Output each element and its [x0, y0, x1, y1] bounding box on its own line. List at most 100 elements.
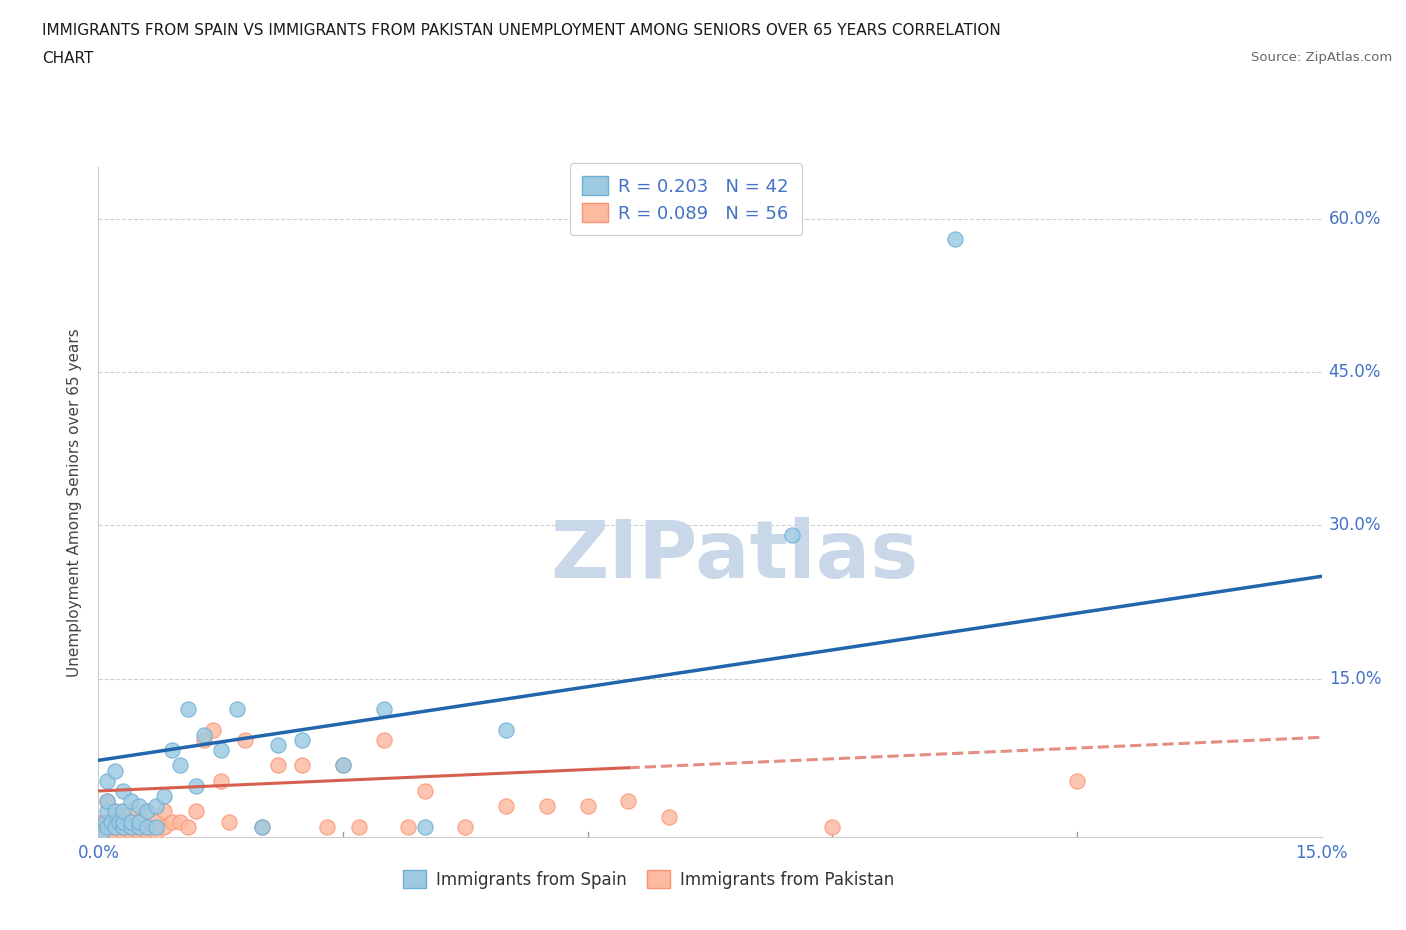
Point: [96, 819, 118, 834]
Point: [128, 819, 150, 834]
Point: [396, 819, 419, 834]
Point: [536, 799, 558, 814]
Point: [104, 819, 127, 834]
Point: [94, 819, 117, 834]
Point: [413, 784, 436, 799]
Point: [617, 794, 640, 809]
Point: [128, 799, 150, 814]
Point: [96, 794, 118, 809]
Point: [96, 825, 118, 840]
Text: Source: ZipAtlas.com: Source: ZipAtlas.com: [1251, 51, 1392, 64]
Point: [780, 528, 803, 543]
Point: [120, 815, 142, 830]
Text: CHART: CHART: [42, 51, 94, 66]
Point: [128, 815, 150, 830]
Point: [136, 819, 159, 834]
Point: [120, 819, 142, 834]
Y-axis label: Unemployment Among Seniors over 65 years: Unemployment Among Seniors over 65 years: [67, 328, 83, 677]
Point: [108, 815, 131, 830]
Point: [1066, 774, 1088, 789]
Point: [145, 819, 167, 834]
Point: [218, 815, 240, 830]
Point: [186, 778, 208, 793]
Point: [136, 804, 159, 819]
Point: [413, 819, 436, 834]
Point: [193, 727, 215, 742]
Point: [209, 743, 232, 758]
Point: [160, 743, 183, 758]
Point: [96, 815, 118, 830]
Point: [111, 819, 134, 834]
Point: [201, 723, 224, 737]
Point: [90, 819, 112, 834]
Point: [226, 702, 249, 717]
Point: [332, 758, 354, 773]
Point: [267, 758, 290, 773]
Text: ZIPatlas: ZIPatlas: [550, 517, 918, 595]
Point: [111, 784, 134, 799]
Point: [373, 702, 395, 717]
Point: [104, 804, 127, 819]
Text: 30.0%: 30.0%: [1329, 516, 1381, 534]
Point: [186, 804, 208, 819]
Point: [104, 819, 127, 834]
Point: [128, 815, 150, 830]
Point: [136, 825, 159, 840]
Point: [943, 232, 966, 246]
Point: [291, 733, 314, 748]
Point: [576, 799, 599, 814]
Point: [291, 758, 314, 773]
Point: [177, 702, 200, 717]
Point: [454, 819, 477, 834]
Point: [169, 758, 191, 773]
Point: [145, 799, 167, 814]
Point: [111, 815, 134, 830]
Point: [100, 815, 122, 830]
Point: [96, 794, 118, 809]
Point: [111, 825, 134, 840]
Point: [373, 733, 395, 748]
Point: [145, 815, 167, 830]
Point: [821, 819, 844, 834]
Point: [96, 804, 118, 819]
Point: [315, 819, 337, 834]
Point: [100, 819, 122, 834]
Point: [250, 819, 273, 834]
Point: [658, 809, 681, 824]
Legend: Immigrants from Spain, Immigrants from Pakistan: Immigrants from Spain, Immigrants from P…: [396, 864, 901, 896]
Text: 60.0%: 60.0%: [1329, 209, 1381, 228]
Point: [91, 825, 114, 840]
Point: [120, 815, 142, 830]
Point: [267, 737, 290, 752]
Point: [169, 815, 191, 830]
Point: [495, 723, 517, 737]
Text: 45.0%: 45.0%: [1329, 363, 1381, 381]
Point: [120, 804, 142, 819]
Point: [136, 819, 159, 834]
Point: [233, 733, 256, 748]
Point: [108, 819, 131, 834]
Point: [349, 819, 371, 834]
Point: [152, 819, 174, 834]
Point: [128, 819, 150, 834]
Point: [111, 815, 134, 830]
Point: [152, 804, 174, 819]
Point: [104, 764, 127, 778]
Text: 15.0%: 15.0%: [1329, 670, 1381, 687]
Text: IMMIGRANTS FROM SPAIN VS IMMIGRANTS FROM PAKISTAN UNEMPLOYMENT AMONG SENIORS OVE: IMMIGRANTS FROM SPAIN VS IMMIGRANTS FROM…: [42, 23, 1001, 38]
Point: [177, 819, 200, 834]
Point: [91, 815, 114, 830]
Point: [111, 804, 134, 819]
Point: [96, 774, 118, 789]
Point: [250, 819, 273, 834]
Point: [152, 789, 174, 804]
Point: [120, 825, 142, 840]
Point: [120, 819, 142, 834]
Point: [136, 804, 159, 819]
Point: [120, 794, 142, 809]
Point: [104, 825, 127, 840]
Point: [193, 733, 215, 748]
Point: [332, 758, 354, 773]
Point: [209, 774, 232, 789]
Point: [94, 815, 117, 830]
